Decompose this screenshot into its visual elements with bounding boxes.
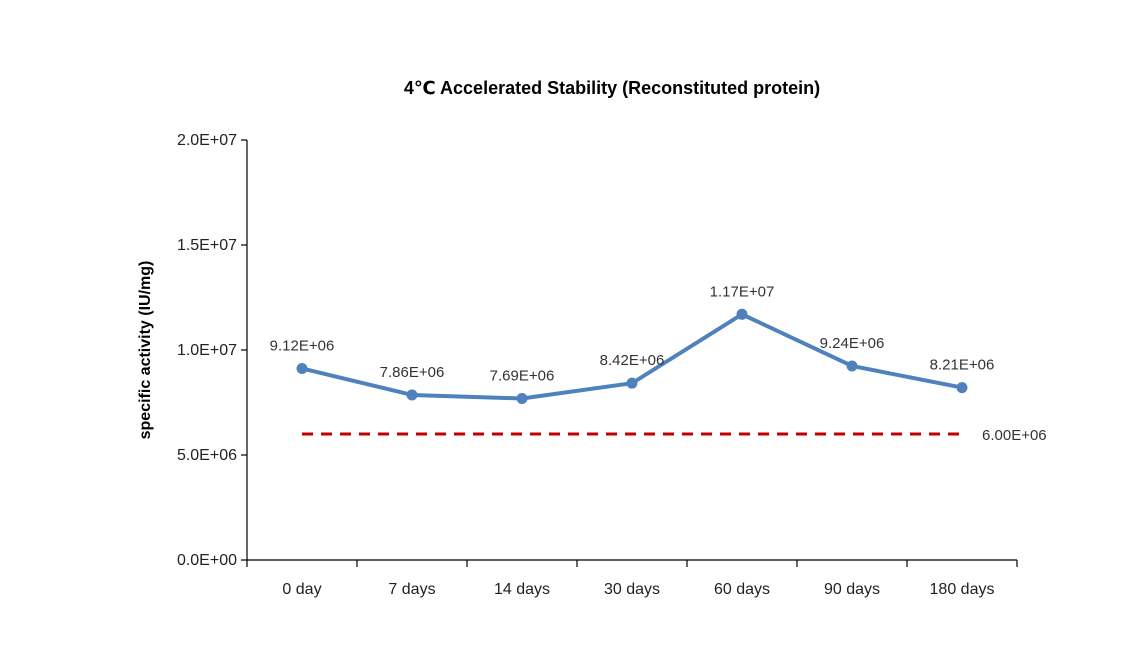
y-tick-label: 5.0E+06: [177, 447, 237, 464]
data-point: [516, 393, 528, 405]
x-tick-label: 0 day: [282, 581, 321, 598]
data-point: [846, 360, 858, 372]
x-tick-label: 7 days: [388, 581, 435, 598]
x-tick-label: 30 days: [604, 581, 660, 598]
data-label: 8.21E+06: [930, 357, 995, 374]
data-point: [296, 362, 308, 374]
y-tick-label: 0.0E+00: [177, 552, 237, 569]
data-label: 1.17E+07: [710, 283, 775, 300]
data-point: [406, 389, 418, 401]
y-tick-label: 2.0E+07: [177, 132, 237, 149]
axes: 0.0E+00 5.0E+06 1.0E+07 1.5E+07 2.0E+07 0 day…: [177, 132, 1018, 598]
data-label: 7.86E+06: [380, 364, 445, 381]
chart-title: 4℃ Accelerated Stability (Reconstituted …: [404, 78, 820, 98]
data-label: 9.24E+06: [820, 335, 885, 352]
x-tick-label: 60 days: [714, 581, 770, 598]
threshold-label: 6.00E+06: [982, 427, 1047, 444]
data-point: [626, 377, 638, 389]
series-layer: 6.00E+06 9.12E+06 7.86E+06 7.69E+06 8.42E+06…: [270, 283, 1047, 444]
data-label: 9.12E+06: [270, 337, 335, 354]
y-axis-label: specific activity (IU/mg): [137, 261, 154, 440]
y-tick-label: 1.5E+07: [177, 237, 237, 254]
x-tick-label: 180 days: [930, 581, 995, 598]
y-tick-label: 1.0E+07: [177, 342, 237, 359]
x-tick-label: 90 days: [824, 581, 880, 598]
x-tick-label: 14 days: [494, 581, 550, 598]
data-point: [736, 308, 748, 320]
data-label: 7.69E+06: [490, 368, 555, 385]
data-point: [956, 382, 968, 394]
data-label: 8.42E+06: [600, 352, 665, 369]
